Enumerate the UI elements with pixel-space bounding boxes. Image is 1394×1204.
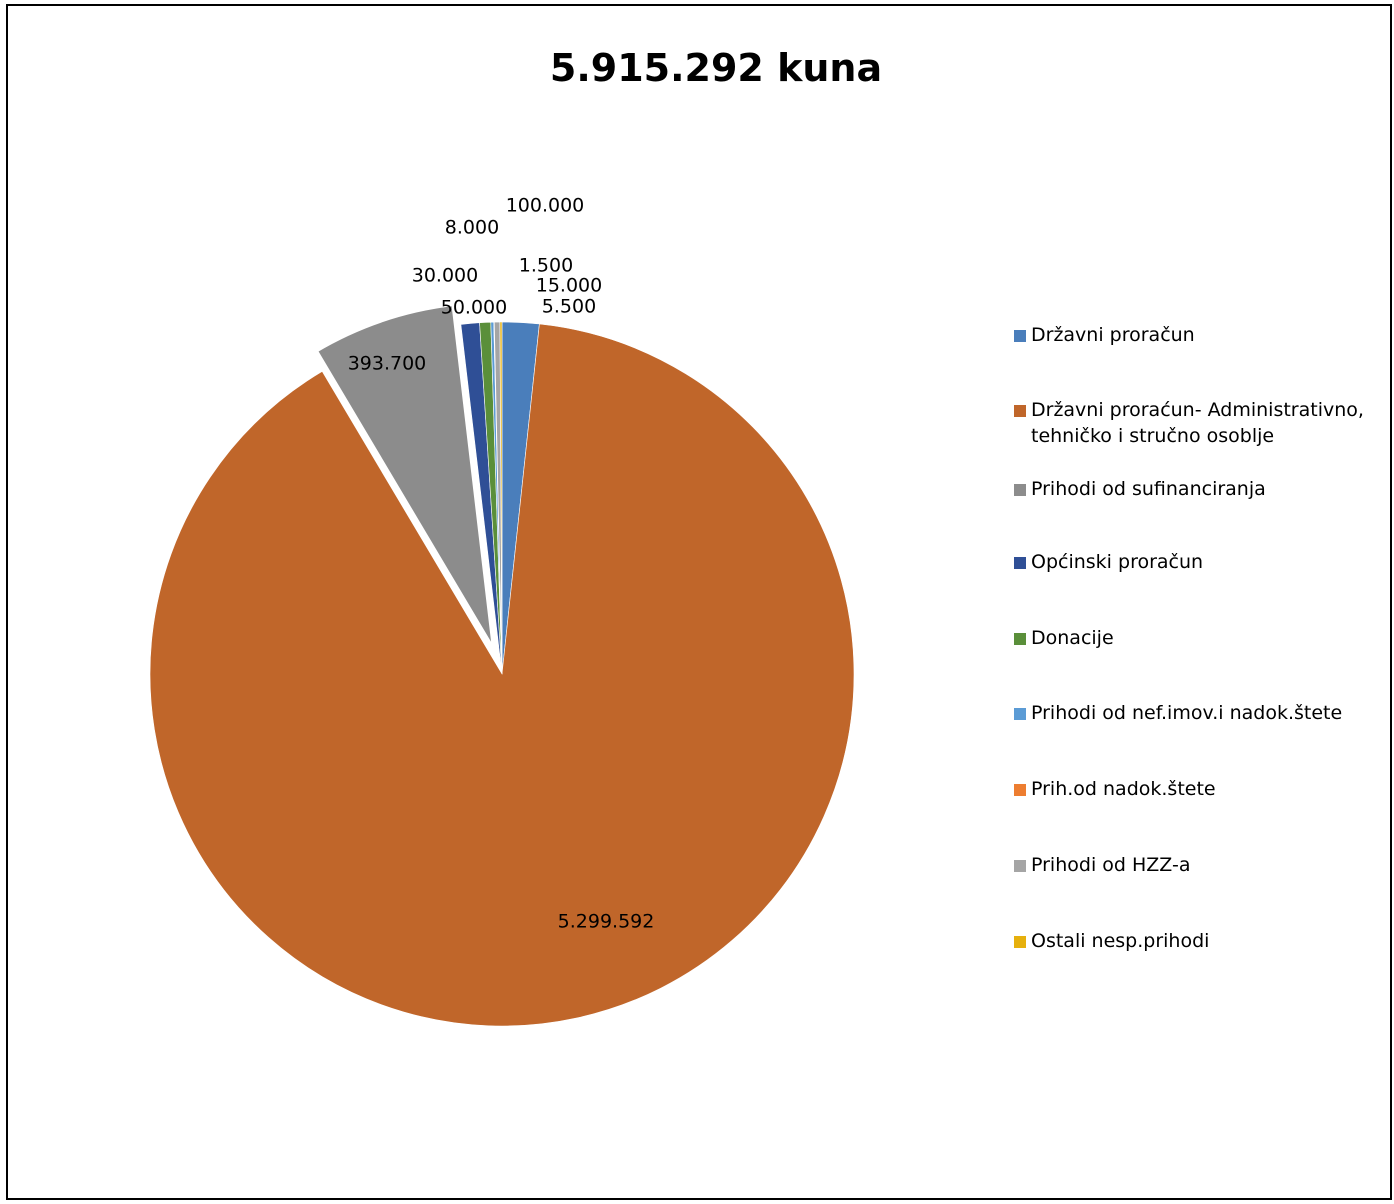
legend-swatch xyxy=(1014,860,1026,872)
legend-label: Općinski proračun xyxy=(1031,551,1204,573)
legend-item: Općinski proračun xyxy=(1014,549,1203,575)
chart-title: 5.915.292 kuna xyxy=(549,46,883,90)
legend-item: Ostali nesp.prihodi xyxy=(1014,928,1209,954)
data-label: 100.000 xyxy=(506,195,585,217)
legend-label: Prihodi od nef.imov.i nadok.štete xyxy=(1031,702,1343,724)
legend-item: Državni proraćun- Administrativno, tehni… xyxy=(1014,397,1364,449)
legend-item: Donacije xyxy=(1014,625,1114,651)
legend-label: Prihodi od sufinanciranja xyxy=(1031,478,1266,500)
legend-swatch xyxy=(1014,330,1026,342)
legend-swatch xyxy=(1014,633,1026,645)
pie-slice xyxy=(149,323,855,1027)
data-label: 393.700 xyxy=(348,353,427,375)
legend-swatch xyxy=(1014,708,1026,720)
legend-swatch xyxy=(1014,557,1026,569)
legend-label: Državni proračun xyxy=(1031,324,1195,346)
legend-item: Prihodi od nef.imov.i nadok.štete xyxy=(1014,700,1342,726)
pie-slice xyxy=(499,321,503,675)
data-label: 8.000 xyxy=(445,217,499,239)
data-label: 5.299.592 xyxy=(558,911,655,933)
legend-label: Donacije xyxy=(1031,627,1114,649)
legend-item: Državni proračun xyxy=(1014,322,1195,348)
pie-slice xyxy=(311,300,498,655)
legend-item: Prihodi od HZZ-a xyxy=(1014,852,1190,878)
legend-swatch xyxy=(1014,936,1026,948)
legend-label: Ostali nesp.prihodi xyxy=(1031,930,1210,952)
legend-swatch xyxy=(1014,405,1026,417)
data-label: 30.000 xyxy=(412,265,478,287)
legend-item: Prihodi od sufinanciranja xyxy=(1014,476,1266,502)
legend-label: Prih.od nadok.štete xyxy=(1031,778,1216,800)
legend-item: Prih.od nadok.štete xyxy=(1014,776,1216,802)
legend-label: Državni proraćun- Administrativno, tehni… xyxy=(1031,399,1364,447)
data-label: 50.000 xyxy=(441,297,507,319)
legend-label: Prihodi od HZZ-a xyxy=(1031,854,1191,876)
legend-swatch xyxy=(1014,484,1026,496)
data-label: 1.500 xyxy=(519,255,573,277)
data-label: 5.500 xyxy=(542,296,596,318)
legend-swatch xyxy=(1014,784,1026,796)
data-label: 15.000 xyxy=(536,275,602,297)
